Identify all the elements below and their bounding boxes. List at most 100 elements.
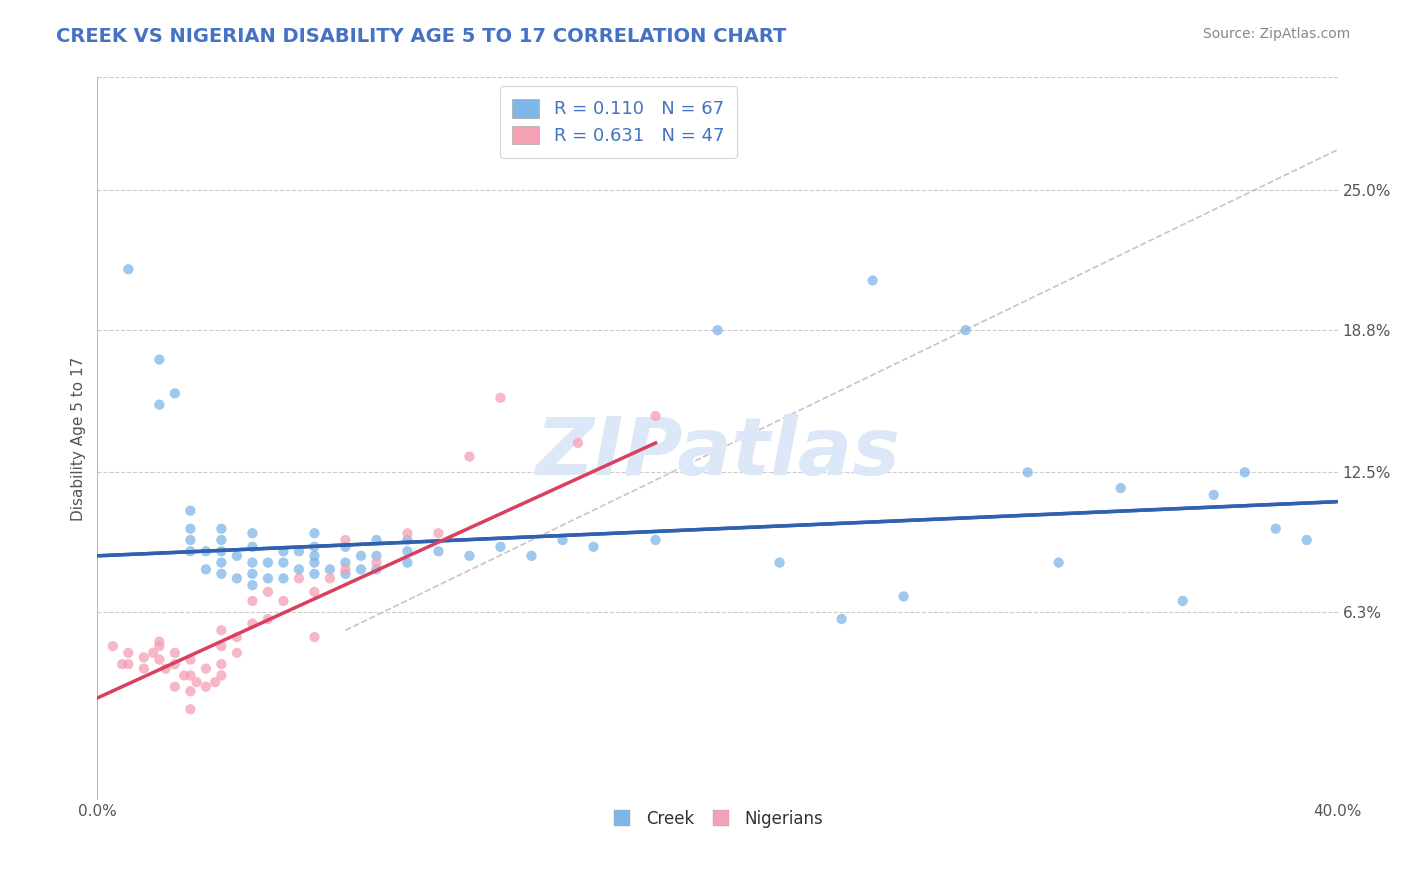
Point	[350, 549, 373, 563]
Point	[148, 352, 170, 367]
Point	[242, 540, 264, 554]
Point	[955, 323, 977, 337]
Point	[242, 616, 264, 631]
Point	[551, 533, 574, 547]
Point	[273, 544, 295, 558]
Point	[893, 590, 915, 604]
Point	[768, 556, 790, 570]
Point	[273, 556, 295, 570]
Point	[350, 562, 373, 576]
Point	[257, 585, 280, 599]
Point	[242, 566, 264, 581]
Point	[179, 684, 201, 698]
Point	[209, 566, 232, 581]
Point	[862, 273, 884, 287]
Point	[335, 562, 357, 576]
Point	[117, 646, 139, 660]
Point	[1109, 481, 1132, 495]
Point	[304, 526, 326, 541]
Point	[304, 556, 326, 570]
Point	[209, 556, 232, 570]
Point	[179, 544, 201, 558]
Point	[163, 680, 186, 694]
Point	[132, 650, 155, 665]
Point	[427, 526, 450, 541]
Point	[520, 549, 543, 563]
Point	[567, 436, 589, 450]
Point	[163, 386, 186, 401]
Point	[148, 639, 170, 653]
Point	[163, 646, 186, 660]
Point	[273, 571, 295, 585]
Point	[117, 262, 139, 277]
Point	[288, 571, 311, 585]
Point	[242, 578, 264, 592]
Point	[204, 675, 226, 690]
Point	[304, 630, 326, 644]
Point	[458, 549, 481, 563]
Point	[396, 544, 419, 558]
Point	[366, 562, 388, 576]
Point	[117, 657, 139, 672]
Legend: Creek, Nigerians: Creek, Nigerians	[606, 803, 830, 835]
Point	[1202, 488, 1225, 502]
Point	[179, 702, 201, 716]
Point	[225, 549, 247, 563]
Point	[1233, 466, 1256, 480]
Point	[225, 571, 247, 585]
Point	[209, 657, 232, 672]
Point	[225, 646, 247, 660]
Point	[186, 675, 208, 690]
Point	[304, 585, 326, 599]
Point	[101, 639, 124, 653]
Point	[396, 556, 419, 570]
Point	[179, 504, 201, 518]
Point	[194, 562, 217, 576]
Point	[1171, 594, 1194, 608]
Point	[257, 571, 280, 585]
Point	[148, 634, 170, 648]
Point	[304, 540, 326, 554]
Point	[163, 657, 186, 672]
Point	[644, 533, 666, 547]
Point	[366, 549, 388, 563]
Point	[1295, 533, 1317, 547]
Point	[831, 612, 853, 626]
Point	[489, 391, 512, 405]
Point	[458, 450, 481, 464]
Point	[335, 540, 357, 554]
Y-axis label: Disability Age 5 to 17: Disability Age 5 to 17	[72, 357, 86, 521]
Point	[288, 562, 311, 576]
Point	[209, 522, 232, 536]
Point	[396, 533, 419, 547]
Point	[1017, 466, 1039, 480]
Point	[225, 630, 247, 644]
Point	[396, 526, 419, 541]
Point	[179, 533, 201, 547]
Point	[335, 566, 357, 581]
Text: CREEK VS NIGERIAN DISABILITY AGE 5 TO 17 CORRELATION CHART: CREEK VS NIGERIAN DISABILITY AGE 5 TO 17…	[56, 27, 786, 45]
Text: ZIPatlas: ZIPatlas	[536, 414, 900, 491]
Point	[1047, 556, 1070, 570]
Point	[155, 662, 177, 676]
Point	[304, 549, 326, 563]
Point	[366, 533, 388, 547]
Point	[257, 556, 280, 570]
Point	[257, 612, 280, 626]
Point	[179, 668, 201, 682]
Point	[366, 556, 388, 570]
Point	[1264, 522, 1286, 536]
Point	[179, 522, 201, 536]
Point	[427, 544, 450, 558]
Point	[706, 323, 728, 337]
Point	[489, 540, 512, 554]
Text: Source: ZipAtlas.com: Source: ZipAtlas.com	[1202, 27, 1350, 41]
Point	[142, 646, 165, 660]
Point	[194, 662, 217, 676]
Point	[319, 562, 342, 576]
Point	[111, 657, 134, 672]
Point	[319, 571, 342, 585]
Point	[132, 662, 155, 676]
Point	[148, 398, 170, 412]
Point	[209, 668, 232, 682]
